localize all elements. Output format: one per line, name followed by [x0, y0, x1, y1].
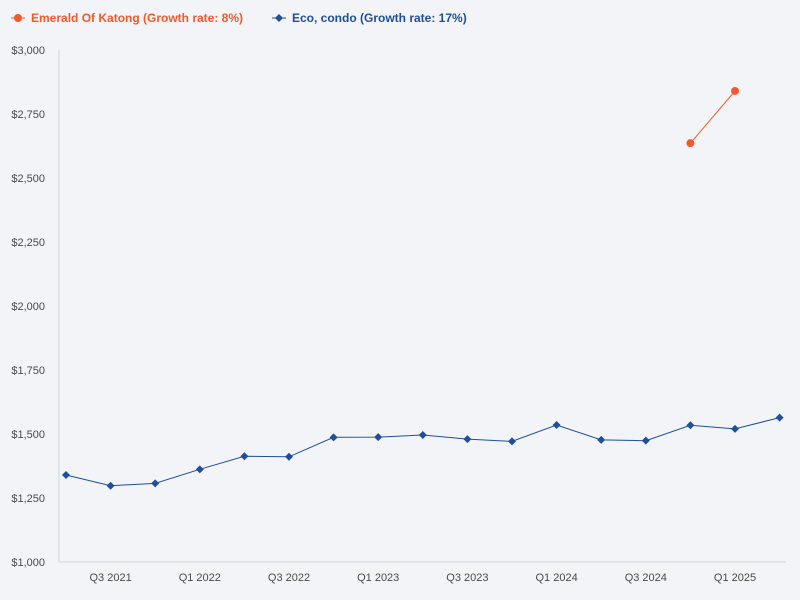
y-tick-label: $1,500 — [11, 429, 45, 441]
data-point[interactable] — [731, 86, 739, 95]
x-axis-ticks: Q3 2021 Q1 2022 Q3 2022 Q1 2023 Q3 2023 Q1 20… — [89, 572, 756, 584]
data-point[interactable] — [597, 435, 606, 444]
series-1 — [62, 413, 784, 490]
y-tick-label: $2,500 — [11, 173, 45, 185]
data-point[interactable] — [374, 433, 383, 442]
x-tick-label: Q3 2023 — [446, 572, 488, 584]
data-point[interactable] — [195, 465, 204, 474]
y-tick-label: $1,000 — [11, 557, 45, 569]
x-tick-label: Q1 2022 — [179, 572, 221, 584]
data-point[interactable] — [686, 421, 695, 430]
y-tick-label: $3,000 — [11, 45, 45, 57]
data-point[interactable] — [463, 435, 472, 444]
legend-label-eco: Eco, condo (Growth rate: 17%) — [292, 11, 467, 25]
y-axis-ticks: $1,000 $1,250 $1,500 $1,750 $2,000 $2,250 $2,5… — [11, 45, 45, 569]
data-point[interactable] — [418, 431, 427, 440]
legend-item-eco-condo[interactable]: Eco, condo (Growth rate: 17%) — [272, 11, 467, 25]
data-point[interactable] — [508, 437, 516, 446]
data-point[interactable] — [240, 452, 249, 461]
data-point[interactable] — [329, 433, 338, 442]
x-tick-label: Q1 2024 — [535, 572, 577, 584]
y-tick-label: $1,750 — [11, 365, 45, 377]
x-tick-label: Q1 2025 — [714, 572, 756, 584]
data-point[interactable] — [106, 481, 115, 490]
data-point[interactable] — [731, 424, 739, 433]
data-point[interactable] — [686, 139, 695, 148]
data-point[interactable] — [775, 413, 784, 422]
x-tick-label: Q3 2022 — [268, 572, 310, 584]
data-point[interactable] — [552, 421, 561, 430]
x-tick-label: Q3 2024 — [625, 572, 667, 584]
data-point[interactable] — [641, 436, 650, 445]
legend-item-emerald-of-katong[interactable]: Emerald Of Katong (Growth rate: 8%) — [11, 11, 243, 25]
series-0 — [686, 86, 739, 148]
legend: Emerald Of Katong (Growth rate: 8%) Eco,… — [11, 11, 467, 25]
series-layer — [62, 86, 784, 490]
legend-marker-circle-icon — [14, 14, 22, 22]
legend-marker-diamond-icon — [275, 14, 283, 22]
data-point[interactable] — [285, 452, 293, 461]
y-tick-label: $2,000 — [11, 301, 45, 313]
y-tick-label: $1,250 — [11, 493, 45, 505]
series-line — [690, 90, 736, 144]
data-point[interactable] — [151, 479, 160, 488]
legend-label-emerald: Emerald Of Katong (Growth rate: 8%) — [31, 11, 243, 25]
series-line — [65, 417, 780, 487]
y-tick-label: $2,750 — [11, 109, 45, 121]
x-tick-label: Q1 2023 — [357, 572, 399, 584]
y-tick-label: $2,250 — [11, 237, 45, 249]
data-point[interactable] — [62, 470, 70, 479]
x-tick-label: Q3 2021 — [89, 572, 131, 584]
